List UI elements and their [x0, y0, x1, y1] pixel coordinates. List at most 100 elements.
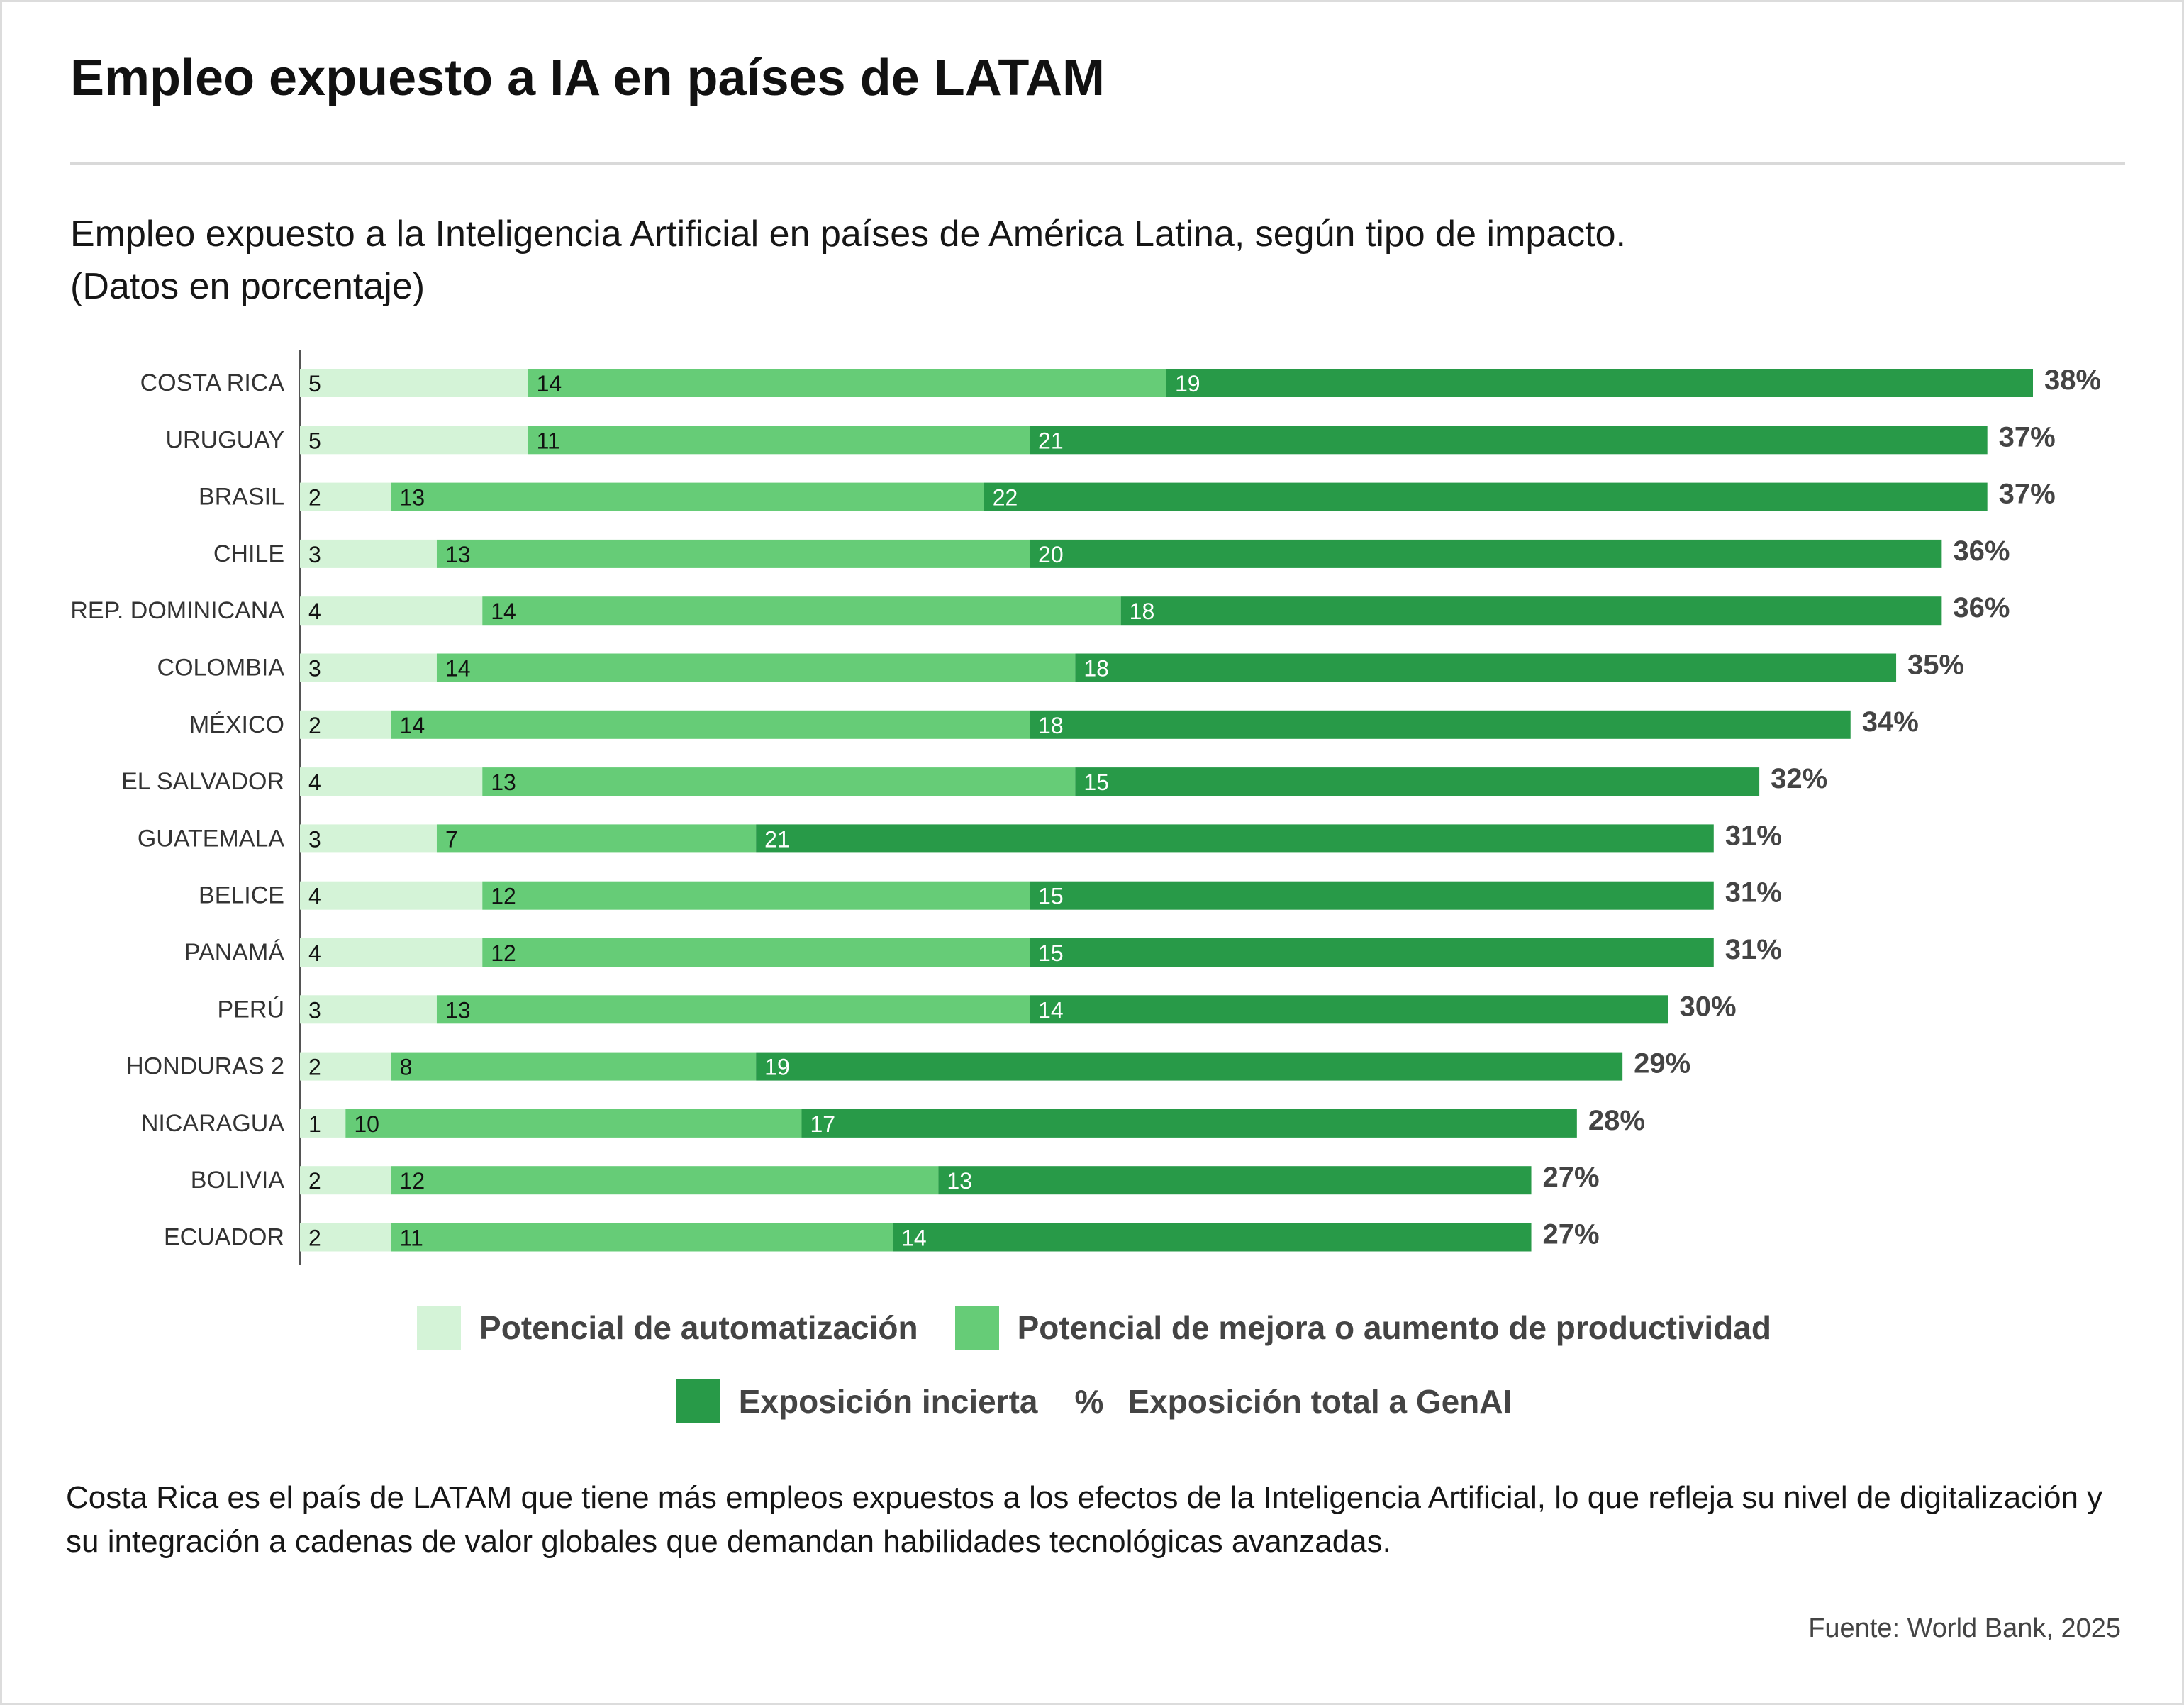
data-label-augmentation: 12	[491, 884, 516, 909]
bar-row: URUGUAY 5 11 21 37%	[166, 421, 2056, 455]
bar-row: COSTA RICA 5 14 19 38%	[140, 365, 2101, 397]
bar-row: COLOMBIA 3 14 18 35%	[157, 650, 1964, 682]
category-label: MÉXICO	[189, 711, 284, 738]
data-label-automation: 5	[308, 428, 321, 453]
subtitle-line-2: (Datos en porcentaje)	[70, 266, 425, 307]
bar-segment-automation	[300, 539, 437, 568]
data-label-augmentation: 14	[400, 713, 425, 738]
bar-segment-augmentation	[436, 824, 757, 853]
total-label: 31%	[1725, 934, 1782, 965]
bar-segment-automation	[300, 482, 391, 511]
data-label-uncertain: 13	[947, 1168, 972, 1194]
data-label-uncertain: 18	[1130, 599, 1155, 624]
bar-segment-uncertain	[756, 824, 1714, 853]
stacked-bar-chart: COSTA RICA 5 14 19 38% URUGUAY 5 11 2 1 37% BRASIL 2…	[70, 350, 2101, 1265]
category-label: URUGUAY	[166, 426, 285, 453]
legend-label-augmentation: Potencial de mejora o aumento de product…	[1017, 1309, 1771, 1346]
data-label-uncertain: 15	[1038, 940, 1064, 966]
bar-row: BOLIVIA 2 12 13 27%	[191, 1162, 1600, 1195]
data-label-uncertain: 15	[1038, 884, 1064, 909]
bar-row: HONDURAS 2 2 8 19 29%	[126, 1048, 1690, 1081]
category-label: CHILE	[213, 540, 284, 567]
bar-row: REP. DOMINICANA 4 14 18 36%	[70, 592, 2010, 626]
total-label: 31%	[1725, 877, 1782, 909]
bar-segment-automation	[300, 1109, 346, 1138]
total-label: 36%	[1953, 535, 2010, 567]
bar-segment-augmentation	[482, 881, 1030, 910]
total-label: 36%	[1953, 592, 2010, 623]
bar-segment-uncertain	[801, 1109, 1577, 1138]
data-label-uncertain: 19	[764, 1055, 790, 1080]
chart-subtitle: Empleo expuesto a la Inteligencia Artifi…	[70, 208, 2091, 313]
total-label: 27%	[1543, 1219, 1600, 1250]
bar-segment-augmentation	[436, 653, 1076, 682]
bar-segment-augmentation	[391, 482, 984, 511]
bar-segment-augmentation	[528, 426, 1030, 455]
percent-symbol: %	[1074, 1383, 1104, 1420]
bar-segment-augmentation	[482, 596, 1121, 626]
data-label-augmentation: 13	[400, 485, 425, 511]
data-label-uncertain: 14	[901, 1226, 927, 1251]
data-label-automation: 4	[308, 599, 321, 624]
data-label-augmentation: 14	[491, 599, 516, 624]
bar-row: BRASIL 2 13 22 37%	[199, 479, 2056, 511]
data-label-automation: 3	[308, 656, 321, 682]
chart-note: Costa Rica es el país de LATAM que tiene…	[66, 1480, 2103, 1559]
total-label: 38%	[2044, 365, 2101, 396]
data-label-automation: 3	[308, 826, 321, 852]
bar-segment-uncertain	[1030, 710, 1851, 739]
bar-segment-augmentation	[391, 1223, 893, 1252]
bar-segment-automation	[300, 369, 528, 397]
data-label-uncertain: 15	[1083, 770, 1109, 795]
data-label-automation: 1	[308, 1111, 321, 1137]
data-label-augmentation: 13	[491, 770, 516, 795]
page-title: Empleo expuesto a IA en países de LATAM	[70, 50, 1105, 106]
legend-item-augmentation: Potencial de mejora o aumento de product…	[954, 1306, 1771, 1350]
bar-row: NICARAGUA 1 10 17 28%	[141, 1105, 1645, 1138]
bar-segment-uncertain	[938, 1166, 1532, 1195]
data-label-augmentation: 11	[537, 428, 560, 453]
data-label-automation: 2	[308, 1055, 321, 1080]
data-label-automation: 2	[308, 1226, 321, 1251]
data-label-automation: 4	[308, 940, 321, 966]
data-label-automation: 2	[308, 1168, 321, 1194]
bar-segment-automation	[300, 426, 528, 455]
data-label-automation: 3	[308, 997, 321, 1023]
legend-item-automation: Potencial de automatización	[417, 1306, 918, 1350]
category-label: PANAMÁ	[184, 939, 284, 966]
data-label-augmentation: 14	[445, 656, 471, 682]
category-label: BRASIL	[199, 484, 284, 511]
bar-segment-automation	[300, 596, 483, 626]
data-label-augmentation: 11	[400, 1226, 423, 1251]
legend-item-total: % Exposición total a GenAI	[1075, 1382, 1512, 1421]
bar-segment-augmentation	[436, 539, 1030, 568]
data-label-uncertain: 22	[993, 485, 1018, 511]
data-label-automation: 2	[308, 485, 321, 511]
bar-segment-augmentation	[436, 995, 1030, 1024]
data-label-augmentation: 14	[537, 371, 562, 396]
total-label: 29%	[1634, 1048, 1690, 1079]
bar-row: GUATEMALA 3 7 21 31%	[138, 820, 1782, 853]
total-label: 37%	[1999, 421, 2056, 452]
total-label: 35%	[1907, 650, 1964, 681]
category-label: PERÚ	[218, 996, 284, 1023]
category-label: GUATEMALA	[138, 825, 285, 852]
total-label: 32%	[1771, 763, 1827, 794]
bar-segment-augmentation	[391, 1052, 757, 1081]
automation-swatch	[417, 1306, 462, 1350]
bar-segment-augmentation	[482, 767, 1076, 796]
legend-row-1: Potencial de automatización Potencial de…	[2, 1306, 2184, 1350]
data-label-augmentation: 13	[445, 997, 471, 1023]
data-label-automation: 4	[308, 770, 321, 795]
bar-segment-uncertain	[1120, 596, 1942, 626]
data-label-augmentation: 7	[445, 826, 458, 852]
bar-row: PERÚ 3 13 14 30%	[218, 991, 1737, 1024]
bar-row: BELICE 4 12 15 31%	[199, 877, 1782, 910]
bar-row: CHILE 3 13 20 36%	[213, 535, 2010, 568]
data-label-automation: 3	[308, 542, 321, 567]
legend-label-automation: Potencial de automatización	[479, 1309, 918, 1346]
data-label-uncertain: 17	[810, 1111, 835, 1137]
bar-segment-uncertain	[1030, 881, 1714, 910]
category-label: BELICE	[199, 882, 284, 909]
